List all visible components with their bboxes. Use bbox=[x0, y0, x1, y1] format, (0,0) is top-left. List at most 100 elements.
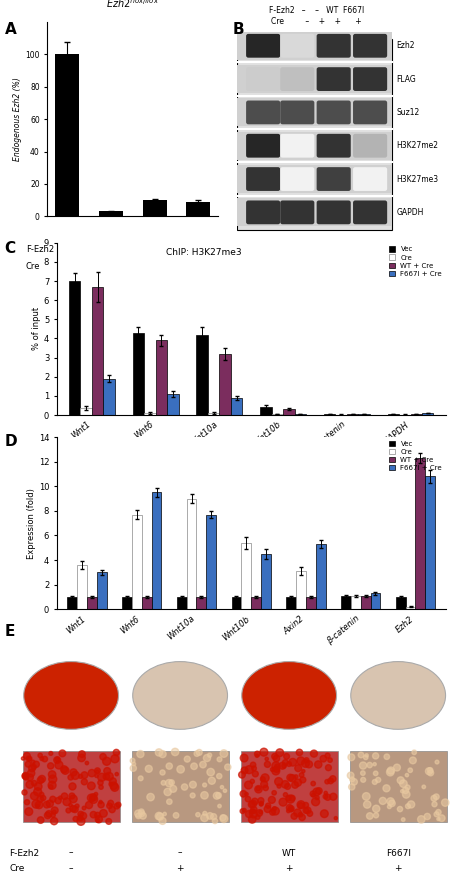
Point bbox=[62, 764, 69, 778]
Point bbox=[220, 811, 228, 826]
Point bbox=[137, 804, 145, 819]
Point bbox=[38, 788, 46, 802]
Point bbox=[72, 811, 80, 826]
FancyBboxPatch shape bbox=[237, 199, 392, 226]
Point bbox=[63, 795, 71, 809]
Point bbox=[362, 751, 370, 765]
Bar bbox=[219, 354, 231, 415]
Point bbox=[275, 779, 283, 793]
Point bbox=[113, 767, 120, 781]
Point bbox=[314, 758, 322, 772]
Point bbox=[327, 774, 334, 788]
Point bbox=[190, 759, 198, 774]
Point bbox=[282, 777, 289, 791]
Point bbox=[159, 766, 166, 780]
Bar bbox=[132, 515, 142, 609]
Point bbox=[271, 802, 278, 816]
Bar bbox=[231, 397, 242, 415]
Point bbox=[255, 781, 262, 796]
Point bbox=[49, 772, 56, 786]
Point bbox=[298, 811, 306, 825]
Point bbox=[250, 803, 257, 817]
Bar bbox=[241, 543, 251, 609]
Bar bbox=[324, 414, 335, 415]
Point bbox=[269, 805, 276, 819]
Point bbox=[105, 814, 112, 828]
Point bbox=[410, 745, 418, 759]
Point bbox=[94, 765, 101, 779]
Point bbox=[129, 753, 137, 767]
Y-axis label: % of input: % of input bbox=[32, 307, 41, 351]
Point bbox=[130, 757, 137, 771]
Bar bbox=[197, 597, 206, 609]
Point bbox=[403, 768, 411, 782]
Point bbox=[357, 748, 365, 762]
Point bbox=[206, 748, 213, 762]
FancyBboxPatch shape bbox=[353, 67, 387, 91]
Point bbox=[420, 780, 428, 794]
Point bbox=[206, 809, 214, 823]
Point bbox=[78, 747, 86, 761]
Bar bbox=[251, 597, 261, 609]
Bar bbox=[316, 544, 326, 609]
Point bbox=[30, 776, 38, 790]
Point bbox=[22, 770, 30, 784]
Point bbox=[264, 798, 272, 812]
Point bbox=[248, 774, 256, 789]
Point bbox=[279, 795, 287, 809]
Point bbox=[383, 750, 391, 764]
Text: Suz12: Suz12 bbox=[396, 108, 419, 117]
FancyBboxPatch shape bbox=[353, 167, 387, 191]
Point bbox=[26, 770, 34, 784]
FancyBboxPatch shape bbox=[317, 167, 351, 191]
Point bbox=[286, 801, 293, 815]
Point bbox=[373, 802, 380, 816]
Point bbox=[201, 789, 208, 803]
Point bbox=[46, 796, 54, 811]
Point bbox=[249, 796, 257, 811]
Point bbox=[289, 755, 297, 769]
Point bbox=[272, 758, 280, 773]
Point bbox=[111, 781, 118, 795]
Point bbox=[300, 764, 307, 778]
Bar bbox=[406, 607, 415, 609]
Point bbox=[83, 756, 91, 770]
Text: WT: WT bbox=[148, 245, 161, 254]
Point bbox=[435, 812, 442, 826]
Point bbox=[385, 800, 393, 814]
Point bbox=[38, 751, 46, 766]
FancyBboxPatch shape bbox=[353, 101, 387, 125]
FancyBboxPatch shape bbox=[132, 751, 228, 822]
Point bbox=[325, 760, 332, 774]
Text: E: E bbox=[5, 624, 15, 639]
FancyBboxPatch shape bbox=[237, 165, 392, 193]
Point bbox=[168, 775, 175, 789]
Legend: Vec, Cre, WT + Cre, F667I + Cre: Vec, Cre, WT + Cre, F667I + Cre bbox=[389, 246, 442, 277]
Point bbox=[177, 762, 184, 776]
Point bbox=[438, 811, 446, 826]
Point bbox=[220, 746, 228, 760]
Text: ChIP: H3K27me3: ChIP: H3K27me3 bbox=[166, 248, 241, 257]
Bar bbox=[296, 571, 306, 609]
Point bbox=[85, 798, 93, 812]
FancyBboxPatch shape bbox=[353, 34, 387, 57]
Text: WT: WT bbox=[282, 849, 296, 857]
Point bbox=[97, 780, 105, 794]
Point bbox=[161, 807, 168, 821]
Point bbox=[106, 799, 113, 813]
Point bbox=[54, 752, 61, 766]
Bar bbox=[167, 394, 179, 415]
Point bbox=[309, 787, 317, 801]
FancyBboxPatch shape bbox=[237, 65, 392, 94]
Point bbox=[270, 786, 278, 800]
Point bbox=[302, 804, 310, 818]
Point bbox=[199, 758, 207, 772]
Point bbox=[427, 766, 435, 780]
Point bbox=[263, 751, 271, 766]
Point bbox=[257, 797, 265, 811]
Point bbox=[216, 799, 223, 813]
Point bbox=[264, 802, 272, 816]
Point bbox=[195, 745, 203, 759]
Point bbox=[404, 799, 412, 813]
Point bbox=[248, 797, 255, 811]
